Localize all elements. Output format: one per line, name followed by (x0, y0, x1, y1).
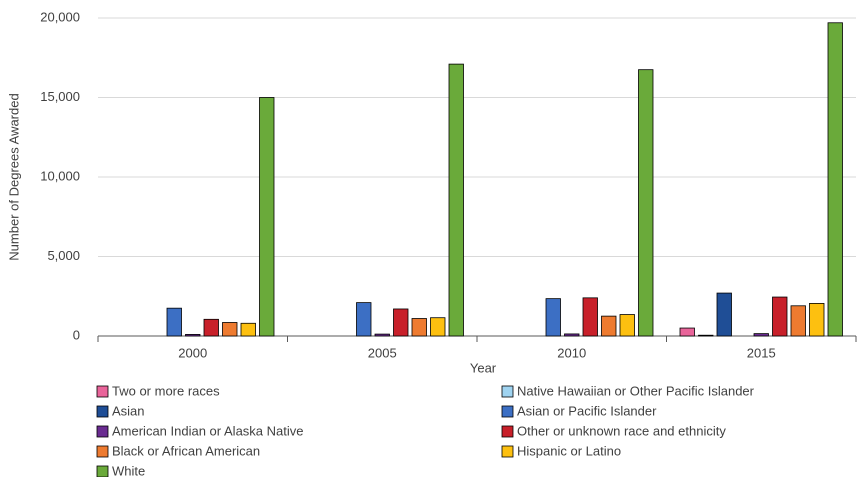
bar (698, 334, 714, 337)
legend-swatch (96, 465, 109, 477)
x-tick-label: 2010 (557, 345, 586, 360)
bar (356, 302, 372, 337)
bar (716, 292, 732, 337)
legend-label: American Indian or Alaska Native (112, 423, 303, 438)
bar (374, 333, 390, 337)
bar (430, 317, 446, 337)
legend-swatch (96, 405, 109, 418)
y-tick-label: 20,000 (40, 9, 80, 24)
x-tick-label: 2015 (747, 345, 776, 360)
bar (185, 334, 201, 337)
y-tick-label: 10,000 (40, 168, 80, 183)
legend-swatch (501, 425, 514, 438)
x-tick-label: 2005 (368, 345, 397, 360)
bar (601, 315, 617, 337)
bar (222, 322, 238, 337)
bar (448, 63, 464, 337)
bar (619, 314, 635, 337)
x-tick-label: 2000 (178, 345, 207, 360)
bar (638, 69, 654, 337)
bar (203, 318, 219, 337)
legend-swatch (501, 405, 514, 418)
bar (772, 296, 788, 337)
bar (679, 327, 695, 337)
legend-swatch (501, 445, 514, 458)
y-tick-label: 15,000 (40, 89, 80, 104)
legend-label: Asian (112, 403, 145, 418)
y-tick-label: 5,000 (47, 248, 80, 263)
bar (809, 303, 825, 337)
legend-label: Two or more races (112, 383, 220, 398)
legend-label: White (112, 463, 145, 477)
legend-label: Asian or Pacific Islander (517, 403, 657, 418)
y-axis-label: Number of Degrees Awarded (6, 93, 21, 260)
bar (564, 333, 580, 337)
bar (545, 298, 561, 337)
y-tick-label: 0 (73, 327, 80, 342)
bar (790, 305, 806, 337)
bar (827, 22, 843, 337)
bar (240, 322, 256, 337)
legend-label: Other or unknown race and ethnicity (517, 423, 726, 438)
bar (259, 97, 275, 337)
x-axis-label: Year (470, 360, 497, 375)
legend-label: Native Hawaiian or Other Pacific Islande… (517, 383, 755, 398)
legend-swatch (96, 425, 109, 438)
legend-label: Black or African American (112, 443, 260, 458)
bar (166, 307, 182, 337)
bar (582, 297, 598, 337)
bar (411, 318, 427, 337)
legend-swatch (96, 445, 109, 458)
bar (753, 333, 769, 337)
legend-swatch (501, 385, 514, 398)
bar (393, 308, 409, 337)
legend-label: Hispanic or Latino (517, 443, 621, 458)
legend-swatch (96, 385, 109, 398)
